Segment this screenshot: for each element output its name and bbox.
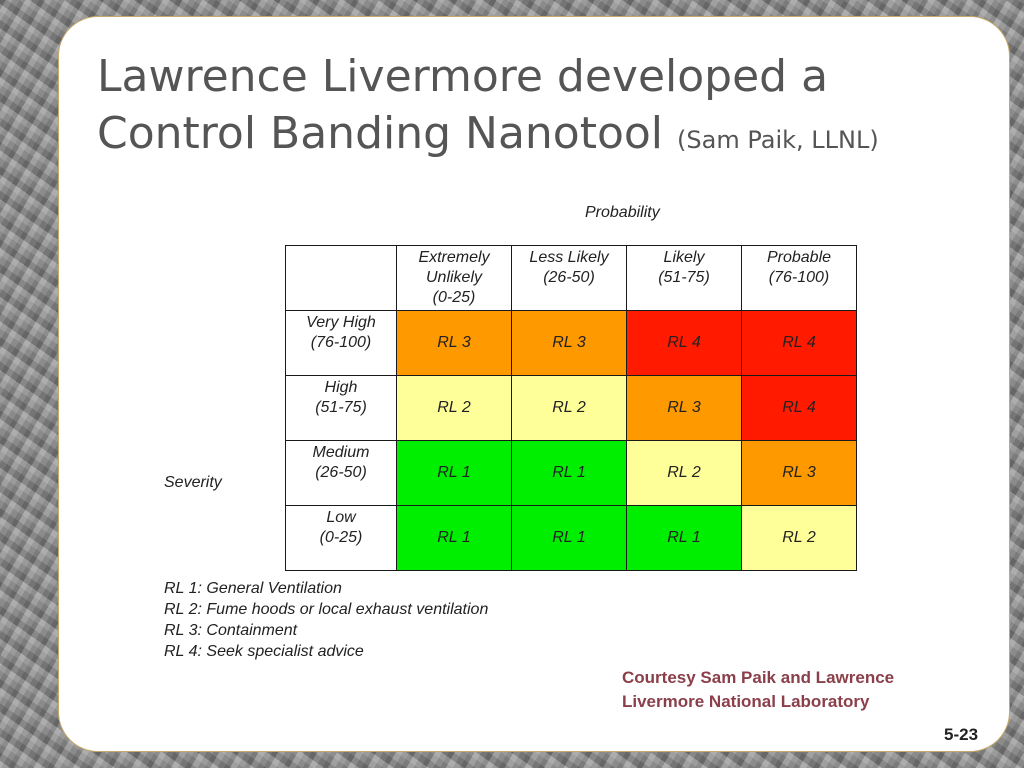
row-header-line: (26-50) <box>315 464 367 481</box>
risk-cell: RL 3 <box>511 310 627 376</box>
column-header-less-likely: Less Likely (26-50) <box>511 245 627 311</box>
column-header-extremely-unlikely: Extremely Unlikely (0-25) <box>396 245 512 311</box>
legend-item-rl4: RL 4: Seek specialist advice <box>164 643 364 660</box>
row-header-line: Very High <box>306 314 376 331</box>
row-header-line: (51-75) <box>315 399 367 416</box>
row-header-very-high: Very High (76-100) <box>285 310 397 376</box>
page-number: 5-23 <box>944 725 979 744</box>
row-header-line: Medium <box>312 444 370 461</box>
risk-cell: RL 1 <box>626 505 742 571</box>
risk-cell: RL 1 <box>396 440 512 506</box>
column-header-line: (0-25) <box>432 289 476 306</box>
row-header-line: (76-100) <box>310 334 372 351</box>
row-header-high: High (51-75) <box>285 375 397 441</box>
legend-item-rl3: RL 3: Containment <box>164 622 298 639</box>
row-header-line: High <box>324 379 358 396</box>
risk-cell: RL 3 <box>626 375 742 441</box>
matrix-corner-cell <box>285 245 397 311</box>
courtesy-credit: Courtesy Sam Paik and Lawrence Livermore… <box>622 668 895 711</box>
column-header-line: (26-50) <box>543 269 595 286</box>
risk-matrix: Extremely Unlikely (0-25) Less Likely (2… <box>285 245 857 571</box>
risk-cell: RL 1 <box>511 505 627 571</box>
column-header-line: Extremely <box>418 249 490 266</box>
column-header-line: Unlikely <box>425 269 482 286</box>
matrix-row-high: High (51-75) RL 2 RL 2 RL 3 RL 4 <box>285 375 857 441</box>
risk-cell: RL 2 <box>396 375 512 441</box>
column-header-line: Less Likely <box>529 249 609 266</box>
matrix-header-row: Extremely Unlikely (0-25) Less Likely (2… <box>285 245 857 311</box>
risk-cell: RL 4 <box>626 310 742 376</box>
matrix-row-medium: Medium (26-50) RL 1 RL 1 RL 2 RL 3 <box>285 440 857 506</box>
column-header-line: Likely <box>663 249 705 266</box>
severity-axis-label: Severity <box>164 474 222 491</box>
probability-axis-label: Probability <box>585 204 660 221</box>
row-header-medium: Medium (26-50) <box>285 440 397 506</box>
risk-cell: RL 2 <box>511 375 627 441</box>
row-header-line: (0-25) <box>319 529 363 546</box>
slide-title-main: Lawrence Livermore developed a Control B… <box>97 51 829 159</box>
risk-cell: RL 1 <box>396 505 512 571</box>
legend-item-rl1: RL 1: General Ventilation <box>164 580 342 597</box>
legend-item-rl2: RL 2: Fume hoods or local exhaust ventil… <box>164 601 489 618</box>
column-header-probable: Probable (76-100) <box>741 245 857 311</box>
risk-cell: RL 2 <box>741 505 857 571</box>
risk-cell: RL 2 <box>626 440 742 506</box>
column-header-line: (76-100) <box>768 269 830 286</box>
column-header-likely: Likely (51-75) <box>626 245 742 311</box>
column-header-line: Probable <box>766 249 832 266</box>
row-header-low: Low (0-25) <box>285 505 397 571</box>
risk-cell: RL 3 <box>396 310 512 376</box>
risk-cell: RL 3 <box>741 440 857 506</box>
risk-cell: RL 1 <box>511 440 627 506</box>
matrix-row-very-high: Very High (76-100) RL 3 RL 3 RL 4 RL 4 <box>285 310 857 376</box>
slide-title-subtitle: (Sam Paik, LLNL) <box>677 126 879 154</box>
row-header-line: Low <box>326 509 356 526</box>
slide-title: Lawrence Livermore developed a Control B… <box>97 48 977 169</box>
column-header-line: (51-75) <box>658 269 710 286</box>
risk-cell: RL 4 <box>741 310 857 376</box>
risk-level-legend: RL 1: General Ventilation RL 2: Fume hoo… <box>164 578 488 662</box>
risk-cell: RL 4 <box>741 375 857 441</box>
matrix-row-low: Low (0-25) RL 1 RL 1 RL 1 RL 2 <box>285 505 857 571</box>
